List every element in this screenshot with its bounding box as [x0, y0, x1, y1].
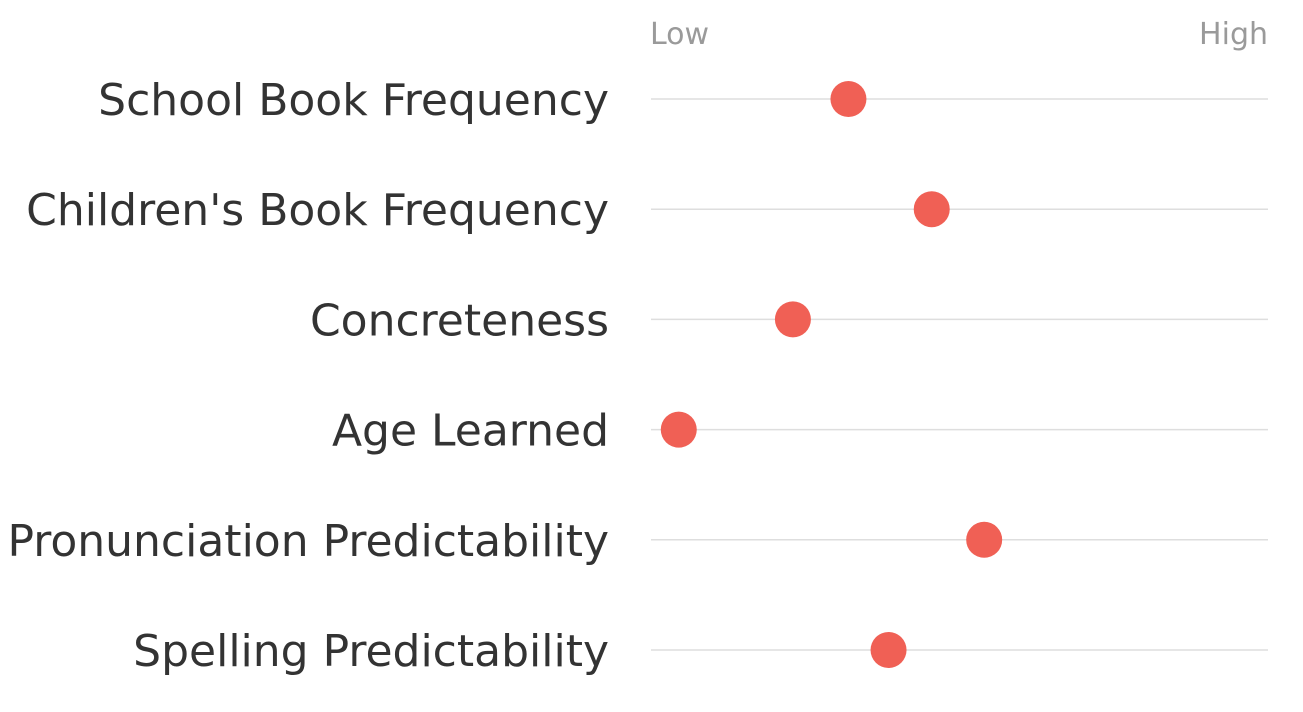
- chart-row: School Book Frequency: [98, 75, 1268, 126]
- chart-row: Spelling Predictability: [133, 626, 1268, 677]
- value-dot: [870, 632, 907, 668]
- row-label: Children's Book Frequency: [26, 185, 609, 236]
- row-label: Spelling Predictability: [133, 626, 609, 677]
- row-label: Concreteness: [310, 295, 609, 346]
- value-dot: [660, 411, 697, 448]
- value-dot: [913, 191, 950, 228]
- row-label: School Book Frequency: [98, 75, 609, 126]
- value-dot: [966, 521, 1003, 558]
- value-dot: [774, 301, 811, 338]
- scale-label-low: Low: [650, 17, 709, 52]
- row-label: Pronunciation Predictability: [7, 516, 609, 567]
- chart-row: Children's Book Frequency: [26, 185, 1268, 236]
- value-dot: [830, 81, 867, 117]
- chart-row: Concreteness: [310, 295, 1268, 346]
- chart-rows: School Book Frequency Children's Book Fre…: [7, 75, 1268, 677]
- chart-row: Pronunciation Predictability: [7, 516, 1268, 567]
- row-label: Age Learned: [332, 406, 609, 457]
- chart-row: Age Learned: [332, 406, 1268, 457]
- scale-label-high: High: [1199, 17, 1268, 52]
